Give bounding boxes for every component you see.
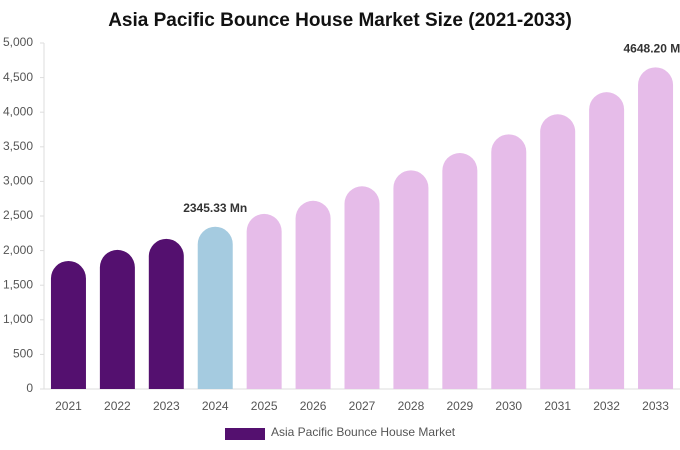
- bar: [246, 213, 282, 389]
- x-tick-label: 2023: [153, 399, 180, 413]
- x-tick-label: 2032: [593, 399, 620, 413]
- y-tick-label: 3,500: [3, 139, 33, 153]
- y-tick-label: 2,000: [3, 243, 33, 257]
- bar: [50, 260, 86, 389]
- bar: [344, 186, 380, 389]
- y-tick-label: 0: [26, 381, 33, 395]
- legend-swatch: [225, 428, 265, 440]
- bar: [197, 226, 233, 389]
- bar: [442, 153, 478, 389]
- x-tick-label: 2027: [349, 399, 376, 413]
- bar: [393, 170, 429, 389]
- x-tick-label: 2026: [300, 399, 327, 413]
- y-tick-label: 1,000: [3, 312, 33, 326]
- y-tick-label: 2,500: [3, 208, 33, 222]
- legend-label: Asia Pacific Bounce House Market: [271, 425, 456, 439]
- x-tick-label: 2028: [398, 399, 425, 413]
- x-tick-label: 2031: [544, 399, 571, 413]
- x-tick-label: 2024: [202, 399, 229, 413]
- x-tick-label: 2030: [495, 399, 522, 413]
- bar: [491, 134, 527, 389]
- bar: [295, 200, 331, 389]
- x-tick-label: 2022: [104, 399, 131, 413]
- bar: [148, 238, 184, 389]
- bar: [638, 67, 674, 390]
- x-tick-label: 2021: [55, 399, 82, 413]
- y-tick-label: 3,000: [3, 174, 33, 188]
- value-label: 2345.33 Mn: [183, 201, 247, 215]
- x-tick-label: 2025: [251, 399, 278, 413]
- y-tick-label: 500: [13, 347, 33, 361]
- y-tick-label: 5,000: [3, 35, 33, 49]
- y-tick-label: 1,500: [3, 277, 33, 291]
- chart-title: Asia Pacific Bounce House Market Size (2…: [108, 10, 572, 31]
- bar: [540, 114, 576, 390]
- y-tick-label: 4,500: [3, 70, 33, 84]
- y-tick-label: 4,000: [3, 104, 33, 118]
- bar: [99, 249, 135, 389]
- x-tick-label: 2033: [642, 399, 669, 413]
- value-label: 4648.20 Mn: [624, 42, 680, 56]
- bar: [589, 92, 625, 389]
- x-tick-label: 2029: [446, 399, 473, 413]
